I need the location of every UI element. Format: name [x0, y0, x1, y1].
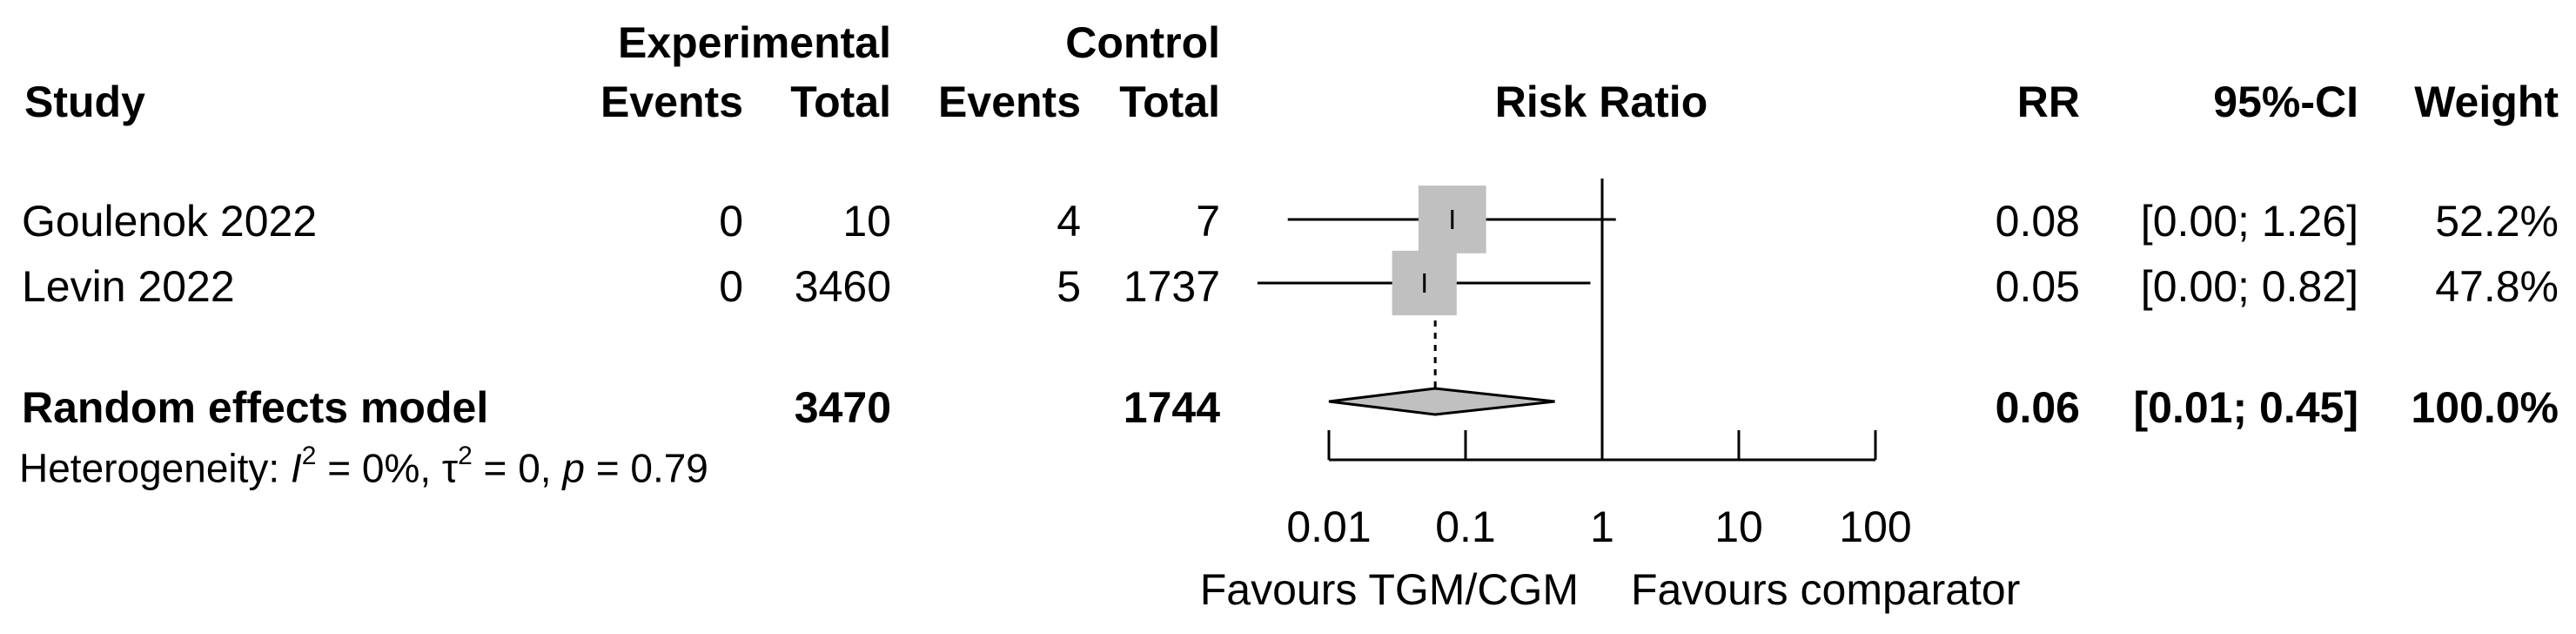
- pooled-ci: [0.01; 0.45]: [2133, 383, 2358, 432]
- het-tau-sup: 2: [458, 442, 473, 470]
- ci-header: 95%-CI: [2213, 78, 2358, 126]
- exp-events: 0: [719, 197, 743, 246]
- rr-value: 0.05: [1995, 262, 2080, 311]
- het-i-sup: 2: [301, 442, 317, 470]
- experimental-header: Experimental: [617, 18, 891, 67]
- study-name: Goulenok 2022: [22, 197, 318, 246]
- heterogeneity-text: Heterogeneity: I2 = 0%, τ2 = 0, p = 0.79: [19, 443, 708, 491]
- tick-label: 0.1: [1435, 502, 1496, 551]
- pooled-weight: 100.0%: [2411, 383, 2559, 432]
- het-tau-value: = 0,: [472, 445, 563, 491]
- het-tau-label: τ: [441, 445, 459, 491]
- exp-total: 10: [842, 197, 891, 246]
- het-prefix: Heterogeneity:: [19, 445, 291, 491]
- tick-label: 100: [1839, 502, 1912, 551]
- exp-total: 3460: [794, 262, 891, 311]
- exp-events: 0: [719, 262, 743, 311]
- study-name: Levin 2022: [22, 262, 235, 311]
- het-p-value: = 0.79: [584, 445, 708, 491]
- tick-label: 1: [1590, 502, 1614, 551]
- het-p-label: p: [562, 445, 585, 491]
- pooled-label: Random effects model: [22, 383, 489, 432]
- ctrl-total: 7: [1196, 197, 1220, 246]
- exp-total-header: Total: [790, 78, 891, 126]
- ctrl-total-header: Total: [1119, 78, 1220, 126]
- ctrl-events-header: Events: [938, 78, 1081, 126]
- weight-value: 47.8%: [2435, 262, 2559, 311]
- ctrl-events: 5: [1057, 262, 1081, 311]
- favours-left: Favours TGM/CGM: [1199, 565, 1579, 614]
- ci-value: [0.00; 0.82]: [2140, 262, 2358, 311]
- tick-label: 0.01: [1286, 502, 1372, 551]
- pooled-exp-total: 3470: [794, 383, 891, 432]
- ctrl-total: 1737: [1123, 262, 1220, 311]
- rr-value: 0.08: [1995, 197, 2080, 246]
- pooled-ctrl-total: 1744: [1123, 383, 1220, 432]
- ctrl-events: 4: [1057, 197, 1081, 246]
- study-header: Study: [24, 78, 145, 126]
- ci-value: [0.00; 1.26]: [2140, 197, 2358, 246]
- risk-ratio-header: Risk Ratio: [1494, 78, 1708, 126]
- weight-header: Weight: [2414, 78, 2559, 126]
- rr-header: RR: [2016, 78, 2080, 126]
- weight-value: 52.2%: [2435, 197, 2559, 246]
- pooled-rr: 0.06: [1995, 383, 2080, 432]
- pooled-diamond: [1328, 387, 1555, 416]
- control-header: Control: [1065, 18, 1220, 67]
- exp-events-header: Events: [600, 78, 743, 126]
- favours-right: Favours comparator: [1631, 565, 2021, 614]
- tick-label: 10: [1714, 502, 1763, 551]
- het-i-label: I: [290, 445, 302, 491]
- het-i-value: = 0%,: [316, 445, 442, 491]
